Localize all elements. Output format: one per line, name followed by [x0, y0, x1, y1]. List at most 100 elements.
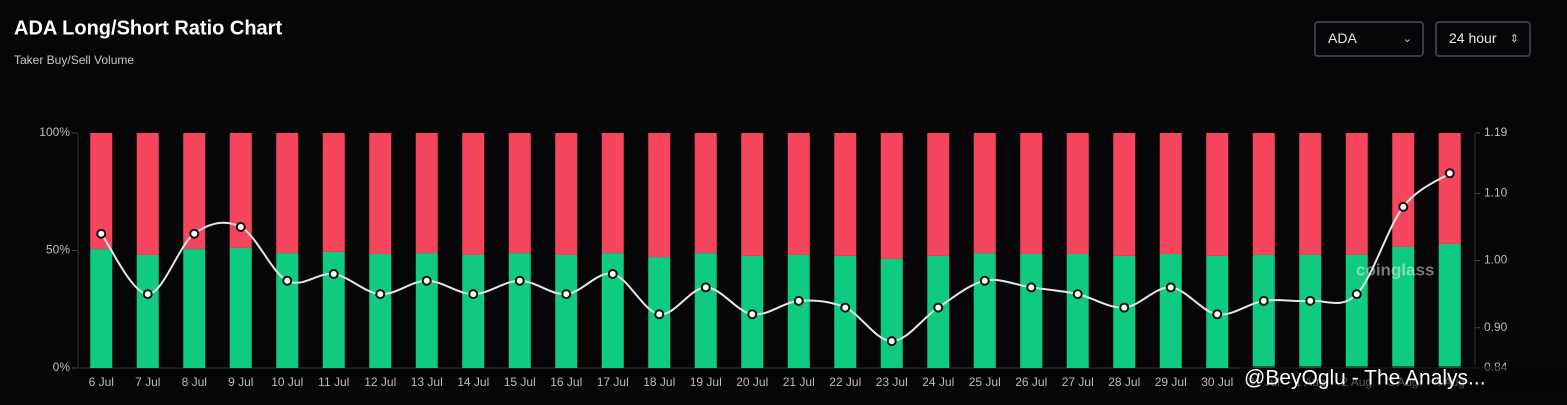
x-tick-label: 27 Jul [1062, 375, 1094, 389]
bar-segment [1020, 254, 1043, 368]
ratio-point [747, 309, 758, 320]
bar-segment [1345, 133, 1368, 255]
bar-segment [601, 133, 624, 254]
y-tick-label: 100% [39, 125, 70, 139]
x-tick-label: 22 Jul [829, 375, 861, 389]
bar-segment [694, 133, 717, 254]
x-tick-label: 13 Jul [411, 375, 443, 389]
bar-segment [136, 133, 159, 255]
bar-segment [322, 133, 345, 252]
x-tick-label: 20 Jul [736, 375, 768, 389]
bar-segment [90, 249, 113, 368]
ratio-point [700, 282, 711, 293]
bar-segment [880, 258, 903, 368]
bar-segment [973, 133, 996, 254]
ratio-point [886, 336, 897, 347]
bar-segment [1113, 133, 1136, 256]
bar-segment [1159, 133, 1182, 255]
dropdown-arrow: ⌄ [1402, 33, 1412, 45]
ratio-point [979, 275, 990, 286]
ratio-point [1351, 289, 1362, 300]
bar-segment [229, 247, 252, 368]
x-tick-label: 6 Jul [89, 375, 114, 389]
bar-segment [1345, 254, 1368, 368]
ratio-point [1072, 289, 1083, 300]
bar-segment [322, 251, 345, 368]
bar-segment [648, 133, 671, 258]
bar-segment [1252, 254, 1275, 368]
chart-title: ADA Long/Short Ratio Chart [14, 17, 282, 39]
x-tick-label: 7 Jul [135, 375, 160, 389]
y2-tick-label: 1.19 [1484, 125, 1508, 139]
watermark: coinglass [1356, 260, 1434, 279]
x-tick-label: 29 Jul [1155, 375, 1187, 389]
bar-segment [1392, 133, 1415, 247]
x-tick-label: 25 Jul [969, 375, 1001, 389]
bar-segment [927, 133, 950, 256]
bar-segment [415, 133, 438, 254]
ratio-point [189, 228, 200, 239]
x-tick-label: 28 Jul [1108, 375, 1140, 389]
ratio-point [1444, 168, 1455, 179]
interval-select[interactable]: 24 hour ⇕ [1435, 21, 1531, 57]
bar-segment [601, 253, 624, 368]
x-tick-label: 12 Jul [364, 375, 396, 389]
x-tick-label: 17 Jul [597, 375, 629, 389]
bar-segment [369, 133, 392, 255]
bar-segment [555, 254, 578, 368]
ratio-point [793, 295, 804, 306]
x-tick-label: 21 Jul [783, 375, 815, 389]
x-tick-label: 24 Jul [922, 375, 954, 389]
bar-segment [1438, 133, 1461, 244]
bar-segment [787, 133, 810, 255]
bar-segment [973, 253, 996, 368]
bar-segment [555, 133, 578, 255]
x-tick-label: 8 Jul [182, 375, 207, 389]
bar-segment [1392, 246, 1415, 368]
y2-tick-label: 1.10 [1484, 186, 1508, 200]
symbol-value: ADA [1328, 30, 1357, 46]
bar-segment [1299, 254, 1322, 368]
bar-segment [834, 133, 857, 256]
y2-tick-label: 0.90 [1484, 320, 1508, 334]
ratio-point [607, 269, 618, 279]
chart-subtitle: Taker Buy/Sell Volume [14, 53, 134, 67]
ratio-point [514, 275, 525, 286]
bar-segment [1438, 243, 1461, 368]
x-tick-label: 16 Jul [550, 375, 582, 389]
bar-segment [183, 249, 206, 368]
y2-tick-label: 1.00 [1484, 253, 1508, 267]
x-tick-label: 11 Jul [318, 375, 349, 389]
symbol-select[interactable]: ADA ⌄ [1314, 21, 1424, 57]
bar-segment [741, 133, 764, 256]
bar-segment [90, 133, 113, 250]
bar-segment [229, 133, 252, 248]
credit-backdrop [1240, 366, 1567, 392]
ratio-point [96, 228, 107, 239]
bar-segment [880, 133, 903, 259]
ratio-point [933, 302, 944, 313]
ratio-point [282, 275, 293, 286]
bar-segment [369, 254, 392, 368]
y-tick-label: 50% [46, 243, 70, 257]
x-tick-label: 26 Jul [1015, 375, 1047, 389]
bar-segment [276, 253, 299, 368]
credit: @BeyOglu - The Analys... [1244, 367, 1486, 390]
ratio-point [1398, 201, 1409, 212]
bar-segment [1299, 133, 1322, 255]
bar-segment [1020, 133, 1043, 255]
bar-segment [136, 254, 159, 368]
bar-segment [508, 133, 531, 254]
ratio-point [840, 302, 851, 313]
ratio-point [421, 275, 432, 286]
x-tick-label: 10 Jul [271, 375, 303, 389]
ratio-point [142, 289, 153, 300]
x-tick-label: 23 Jul [876, 375, 908, 389]
ratio-point [1026, 282, 1037, 293]
bar-segment [1066, 254, 1089, 368]
ratio-point [561, 289, 572, 300]
ratio-point [328, 269, 339, 279]
ratio-line [100, 172, 1451, 343]
ratio-point [375, 289, 386, 300]
